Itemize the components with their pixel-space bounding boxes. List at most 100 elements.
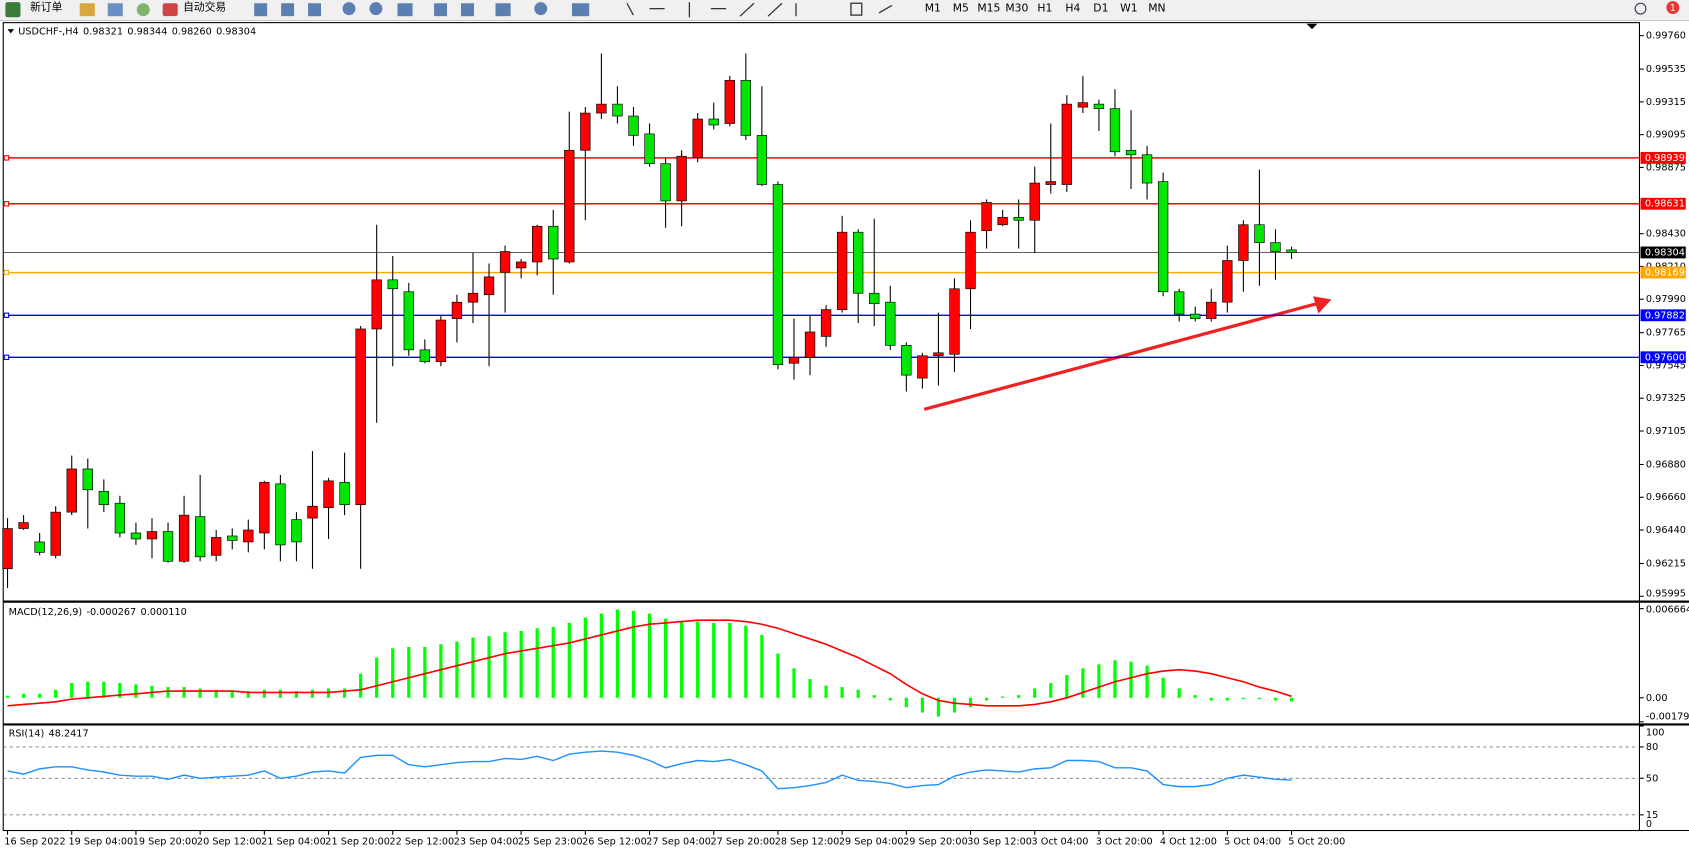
toolbar-icon[interactable] bbox=[136, 3, 150, 17]
toolbar-icon[interactable] bbox=[397, 3, 413, 17]
level-tag bbox=[1640, 309, 1686, 322]
y-tick-label: 100 bbox=[1646, 727, 1665, 738]
x-tick-label: 22 Sep 12:00 bbox=[390, 836, 455, 847]
signal-value: 0.000110 bbox=[141, 607, 187, 618]
candle-body bbox=[1222, 260, 1233, 303]
toolbar-icon[interactable] bbox=[342, 2, 356, 16]
candle-body bbox=[499, 251, 511, 273]
macd-bar bbox=[1161, 677, 1165, 698]
macd-bar bbox=[21, 693, 26, 698]
candle-body bbox=[853, 231, 864, 294]
candle-body bbox=[483, 276, 495, 296]
macd-bar bbox=[567, 622, 571, 698]
period-button[interactable]: M30 bbox=[1005, 2, 1028, 15]
toolbar-icon[interactable] bbox=[495, 3, 511, 17]
macd-bar bbox=[535, 628, 539, 698]
toolbar-icon[interactable] bbox=[281, 3, 295, 17]
macd-bar bbox=[375, 657, 379, 698]
x-tick-label: 16 Sep 2022 bbox=[4, 836, 65, 847]
macd-bar bbox=[407, 646, 411, 698]
symbol-menu-arrow[interactable] bbox=[7, 29, 15, 34]
candle-body bbox=[692, 118, 703, 159]
search-icon[interactable] bbox=[1634, 2, 1647, 15]
macd-bar bbox=[1065, 675, 1069, 698]
label-tool[interactable] bbox=[850, 2, 863, 16]
macd-bar bbox=[471, 637, 475, 698]
macd-bar bbox=[728, 622, 732, 698]
candle-body bbox=[435, 319, 447, 363]
channel-tool[interactable] bbox=[767, 2, 783, 17]
macd-bar bbox=[1241, 697, 1245, 700]
macd-bar bbox=[647, 613, 652, 698]
candle-body bbox=[275, 483, 286, 546]
trend-arrow bbox=[923, 296, 1332, 411]
macd-bar bbox=[310, 689, 315, 698]
candle-body bbox=[612, 103, 623, 117]
candle-body bbox=[403, 291, 414, 351]
period-button[interactable]: H4 bbox=[1065, 2, 1080, 15]
notification-badge[interactable] bbox=[1666, 1, 1680, 15]
auto-trading-button[interactable]: 自动交易 bbox=[183, 1, 226, 14]
candle-body bbox=[114, 502, 126, 534]
x-tick-label: 25 Sep 23:00 bbox=[518, 836, 583, 847]
x-tick-label: 27 Sep 20:00 bbox=[711, 836, 776, 847]
macd-bar bbox=[712, 622, 716, 698]
toolbar-icon[interactable] bbox=[571, 3, 590, 17]
macd-bar bbox=[246, 691, 250, 698]
arrow-tool[interactable] bbox=[878, 4, 893, 14]
candle-body bbox=[243, 529, 254, 543]
trendline-tool[interactable] bbox=[739, 2, 755, 17]
toolbar-icon[interactable] bbox=[308, 3, 321, 17]
macd-bar bbox=[840, 687, 844, 698]
candle-body bbox=[211, 537, 222, 556]
bid-tag-label: 0.98304 bbox=[1645, 247, 1685, 258]
y-tick-label: 0.95995 bbox=[1646, 589, 1686, 600]
macd-bar bbox=[503, 632, 507, 698]
period-button[interactable]: M5 bbox=[953, 2, 969, 15]
macd-bar bbox=[1193, 695, 1197, 698]
macd-bar bbox=[359, 673, 363, 698]
candle-body bbox=[997, 216, 1008, 226]
x-tick-label: 3 Oct 04:00 bbox=[1031, 836, 1088, 847]
macd-bar bbox=[455, 641, 459, 698]
macd-bar bbox=[1097, 664, 1101, 698]
period-button[interactable]: M15 bbox=[977, 2, 1000, 15]
auto-trading-icon[interactable] bbox=[162, 3, 178, 17]
macd-bar bbox=[1113, 660, 1117, 698]
toolbar-icons bbox=[254, 2, 590, 17]
candle-body bbox=[981, 202, 992, 232]
candle-body bbox=[1206, 301, 1217, 319]
x-tick-label: 30 Sep 12:00 bbox=[967, 836, 1032, 847]
y-tick-label: 0 bbox=[1646, 819, 1652, 830]
ohlc-value: 0.98344 bbox=[127, 26, 167, 37]
y-tick-label: 0.96440 bbox=[1646, 525, 1686, 536]
toolbar-icon[interactable] bbox=[434, 3, 448, 17]
macd-bar bbox=[342, 688, 347, 698]
toolbar-icon[interactable] bbox=[79, 3, 95, 17]
new-order-button[interactable]: 新订单 bbox=[30, 1, 63, 14]
cursor-tool[interactable] bbox=[626, 2, 634, 16]
new-order-icon[interactable] bbox=[5, 2, 21, 18]
toolbar-icon[interactable] bbox=[107, 3, 123, 17]
toolbar-icon[interactable] bbox=[534, 2, 548, 16]
trend-arrow-head bbox=[1313, 296, 1332, 314]
macd-bar bbox=[118, 683, 122, 698]
period-button[interactable]: D1 bbox=[1093, 2, 1108, 15]
period-button[interactable]: M1 bbox=[925, 2, 941, 15]
macd-bar bbox=[1049, 683, 1053, 698]
period-button[interactable]: MN bbox=[1148, 2, 1165, 15]
macd-bar bbox=[599, 613, 603, 698]
toolbar-icon[interactable] bbox=[461, 3, 474, 17]
toolbar-icon[interactable] bbox=[254, 3, 268, 17]
period-button[interactable]: W1 bbox=[1120, 2, 1138, 15]
candle-body bbox=[291, 519, 302, 543]
indicator-title: RSI(14) bbox=[9, 729, 45, 740]
macd-bar bbox=[680, 621, 684, 698]
toolbar-icon[interactable] bbox=[369, 2, 383, 16]
macd-signal bbox=[7, 619, 1292, 707]
level-tag bbox=[1640, 151, 1686, 164]
period-button[interactable]: H1 bbox=[1037, 2, 1052, 15]
macd-bar bbox=[278, 689, 283, 698]
